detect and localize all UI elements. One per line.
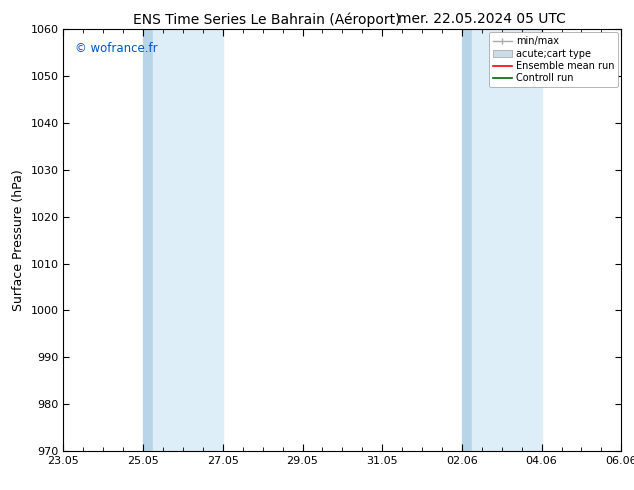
Bar — [153, 29, 223, 451]
Y-axis label: Surface Pressure (hPa): Surface Pressure (hPa) — [12, 169, 25, 311]
Text: © wofrance.fr: © wofrance.fr — [75, 42, 157, 55]
Text: ENS Time Series Le Bahrain (Aéroport): ENS Time Series Le Bahrain (Aéroport) — [133, 12, 400, 27]
Text: mer. 22.05.2024 05 UTC: mer. 22.05.2024 05 UTC — [398, 12, 566, 26]
Bar — [143, 29, 153, 451]
Legend: min/max, acute;cart type, Ensemble mean run, Controll run: min/max, acute;cart type, Ensemble mean … — [489, 32, 618, 87]
Bar — [472, 29, 541, 451]
Bar — [462, 29, 472, 451]
